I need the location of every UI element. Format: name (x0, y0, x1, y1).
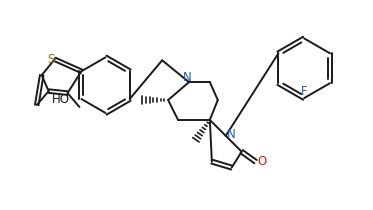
Text: N: N (183, 71, 191, 84)
Text: O: O (257, 155, 266, 168)
Text: S: S (47, 53, 54, 66)
Text: HO: HO (51, 93, 69, 106)
Text: F: F (301, 85, 307, 98)
Text: N: N (227, 128, 236, 141)
